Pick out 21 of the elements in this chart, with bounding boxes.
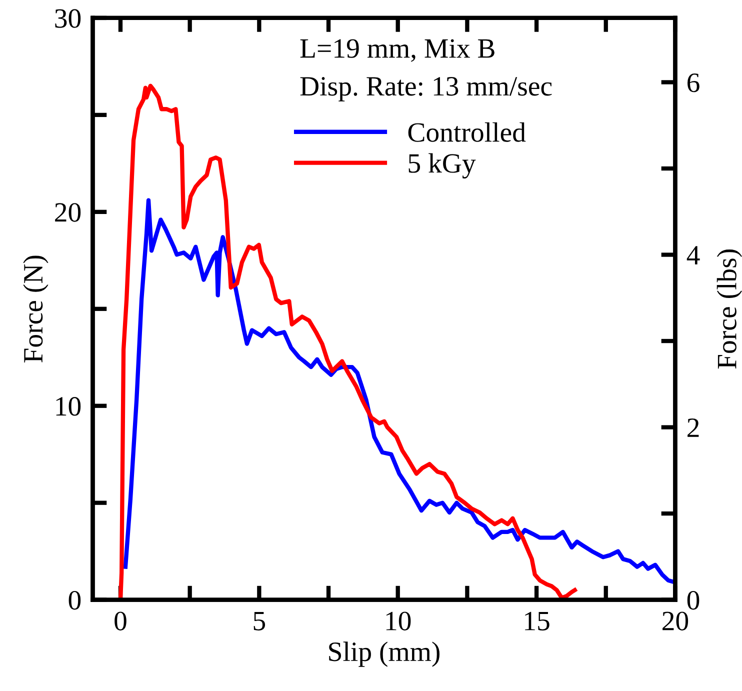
y2-tick-label: 6 xyxy=(688,73,700,92)
x-tick-label: 15 xyxy=(525,612,550,630)
annotation: L=19 mm, Mix B xyxy=(300,39,494,62)
y2-tick-label: 0 xyxy=(687,590,700,610)
y2-tick-label: 4 xyxy=(686,246,700,264)
x-tick-label: 5 xyxy=(254,612,266,630)
y2-tick-label: 2 xyxy=(688,418,699,437)
x-tick-label: 10 xyxy=(386,612,411,630)
y-tick-label: 20 xyxy=(55,203,81,222)
y-tick-label: 0 xyxy=(68,590,81,610)
legend-label: Controlled xyxy=(408,122,526,142)
legend-label: 5 kGy xyxy=(408,153,476,179)
x-tick-label: 0 xyxy=(114,612,126,630)
y-axis-title: Force (N) xyxy=(23,256,48,362)
y2-axis-title: Force (lbs) xyxy=(716,250,742,369)
x-tick-label: 20 xyxy=(662,612,688,630)
annotation: Disp. Rate: 13 mm/sec xyxy=(300,77,552,102)
y-tick-label: 30 xyxy=(55,9,81,28)
y-tick-label: 10 xyxy=(56,397,81,416)
line-series xyxy=(123,198,676,584)
x-axis-title: Slip (mm) xyxy=(329,642,440,667)
